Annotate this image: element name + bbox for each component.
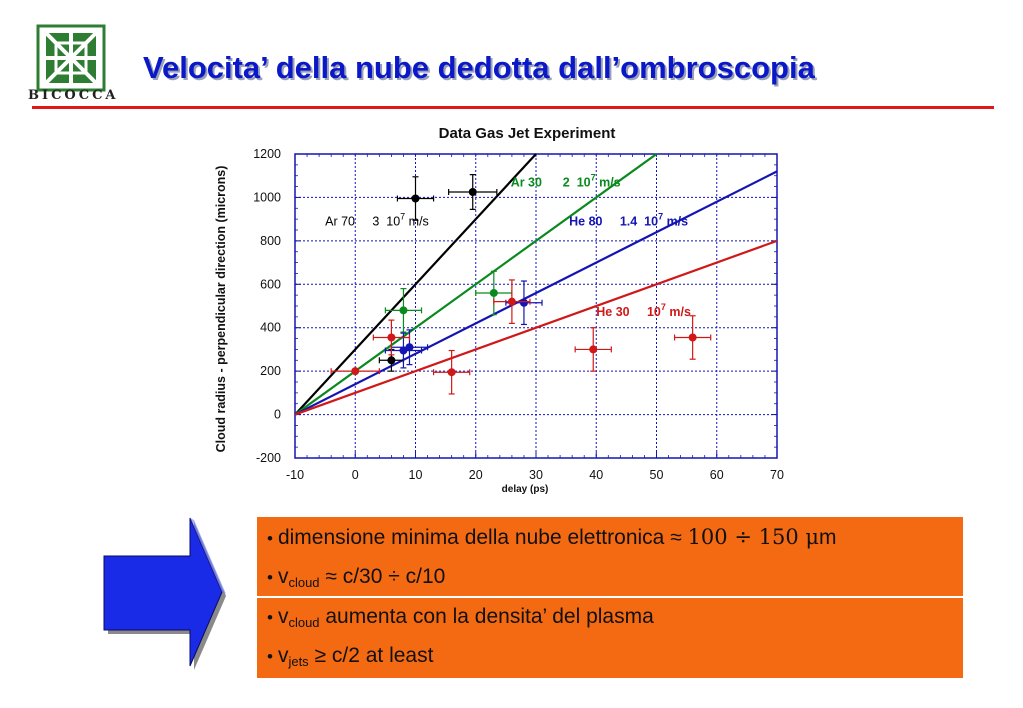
point-marker [468, 188, 477, 196]
line-label: Ar 70 3 107 m/s [325, 212, 429, 229]
box-separator [257, 596, 963, 598]
fit-line [294, 239, 778, 416]
data-point [574, 327, 612, 372]
point-marker [399, 306, 408, 315]
ticks-layer: -10 0 10 20 30 40 50 60 70 -200 0 200 400 600 800 1000 1… [253, 147, 784, 482]
y-tick-label: 400 [260, 321, 281, 335]
data-point [505, 280, 543, 326]
point-marker [589, 345, 598, 354]
x-tick-label: -10 [286, 468, 304, 482]
y-tick-label: 800 [260, 234, 281, 248]
data-point [432, 349, 471, 395]
y-tick-label: 1000 [253, 190, 281, 204]
data-point [384, 288, 423, 333]
point-marker [405, 343, 414, 352]
bullet-min-size: • dimensione minima della nube elettronic… [267, 525, 837, 549]
line-labels-layer: Ar 70 3 107 m/s Ar 30 2 107 m/s He 80 1.4 … [325, 173, 691, 319]
y-tick-label: 0 [274, 408, 281, 422]
x-tick-label: 60 [710, 468, 724, 482]
x-tick-label: 50 [650, 468, 664, 482]
point-marker [387, 333, 396, 342]
title-divider [32, 106, 994, 109]
data-point [384, 332, 423, 369]
line-label: He 30 107 m/s [596, 302, 691, 319]
point-marker [351, 367, 360, 376]
point-marker [519, 298, 528, 307]
university-logo [36, 24, 106, 92]
slide-title: Velocita’ della nube dedotta dall’ombros… [143, 50, 815, 85]
point-marker [399, 346, 408, 355]
x-tick-label: 70 [770, 468, 784, 482]
y-tick-label: 600 [260, 277, 281, 291]
bullet-vcloud-range: • vcloud ≈ c/30 ÷ c/10 [267, 565, 446, 590]
right-arrow-icon [103, 517, 226, 670]
logo-text: BICOCCA [28, 88, 119, 103]
point-marker [411, 194, 420, 203]
y-tick-label: 1200 [253, 147, 281, 161]
point-marker [387, 356, 396, 365]
point-marker [489, 288, 498, 297]
y-tick-label: 200 [260, 364, 281, 378]
x-tick-label: 10 [409, 468, 423, 482]
x-tick-label: 0 [352, 468, 359, 482]
data-point [330, 367, 380, 376]
bullet-vjets: • vjets ≥ c/2 at least [267, 644, 434, 669]
y-axis-label: Cloud radius - perpendicular direction (… [214, 166, 228, 453]
fit-line [294, 170, 778, 416]
point-marker [688, 333, 697, 342]
chart-title: Data Gas Jet Experiment [439, 125, 616, 142]
line-label: Ar 30 2 107 m/s [511, 173, 621, 190]
data-point [493, 279, 531, 324]
data-point [448, 174, 498, 210]
info-box: • dimensione minima della nube elettronic… [257, 517, 963, 678]
y-tick-label: -200 [256, 451, 281, 465]
line-label: He 80 1.4 107 m/s [569, 212, 688, 229]
data-point [372, 319, 411, 356]
point-marker [507, 297, 516, 306]
point-marker [447, 368, 456, 377]
x-tick-label: 30 [529, 468, 543, 482]
bullet-vcloud-density: • vcloud aumenta con la densita’ del plas… [267, 605, 654, 630]
x-tick-label: 40 [589, 468, 603, 482]
chart: Data Gas Jet Experiment -10 0 10 20 30 40 50 60… [214, 125, 784, 495]
x-axis-label: delay (ps) [502, 484, 549, 495]
data-point [396, 176, 435, 221]
x-tick-label: 20 [469, 468, 483, 482]
data-points-layer [330, 174, 712, 395]
grid-layer [295, 154, 777, 458]
data-point [673, 315, 712, 360]
